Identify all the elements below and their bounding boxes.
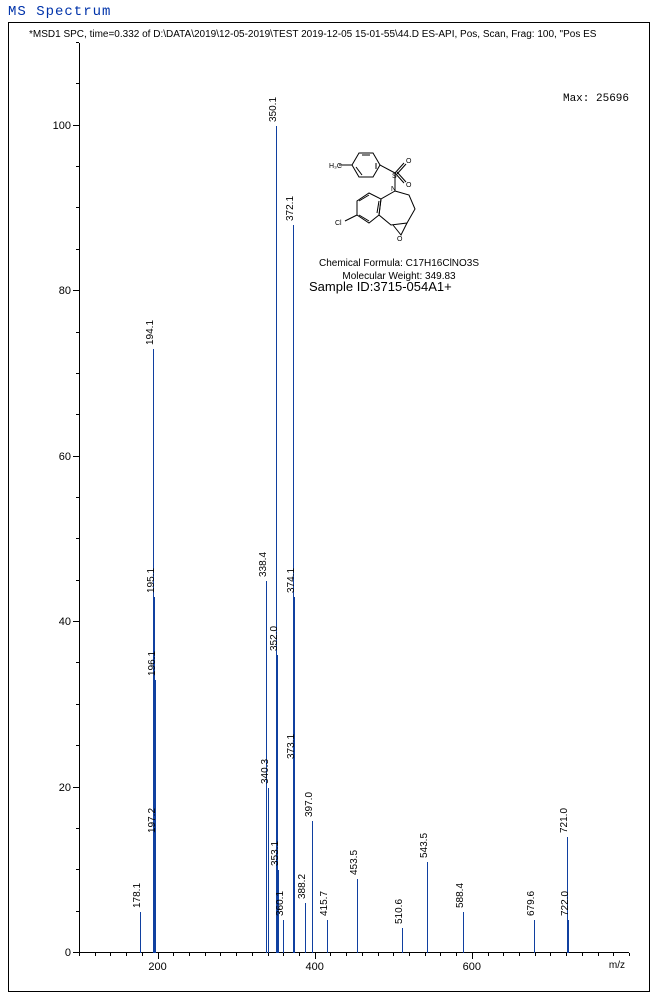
spectrum-plot: m/z 020406080100200400600178.1194.1195.1… <box>79 43 629 953</box>
spectrum-peak <box>427 862 428 953</box>
y-tick-label: 60 <box>59 451 71 463</box>
spectrum-peak <box>294 597 295 953</box>
peak-label: 350.1 <box>268 97 279 122</box>
spectrum-peak <box>534 920 535 953</box>
spectrum-peak <box>568 920 569 953</box>
peak-label: 397.0 <box>304 792 315 817</box>
x-tick-label: 200 <box>148 961 166 973</box>
y-axis <box>79 43 80 953</box>
peak-label: 510.6 <box>394 899 405 924</box>
spectrum-peak <box>268 788 269 953</box>
x-axis <box>79 952 629 953</box>
peak-label: 340.3 <box>260 759 271 784</box>
spectrum-peak <box>357 879 358 953</box>
x-tick-label: 600 <box>463 961 481 973</box>
peak-label: 194.1 <box>145 320 156 345</box>
ms-spectrum-page: MS Spectrum *MSD1 SPC, time=0.332 of D:\… <box>0 0 658 1000</box>
peak-label: 453.5 <box>349 850 360 875</box>
peak-label: 360.1 <box>275 891 286 916</box>
peak-label: 372.1 <box>285 196 296 221</box>
spectrum-peak <box>402 928 403 953</box>
chart-frame: *MSD1 SPC, time=0.332 of D:\DATA\2019\12… <box>8 22 650 992</box>
peak-label: 352.0 <box>269 626 280 651</box>
y-tick-label: 40 <box>59 616 71 628</box>
page-title: MS Spectrum <box>8 4 111 20</box>
x-axis-title: m/z <box>609 960 625 971</box>
peak-label: 353.1 <box>270 841 281 866</box>
peak-label: 195.1 <box>146 568 157 593</box>
peak-label: 588.4 <box>455 883 466 908</box>
spectrum-peak <box>283 920 284 953</box>
peak-label: 388.2 <box>297 874 308 899</box>
peak-label: 196.1 <box>147 651 158 676</box>
peak-label: 722.0 <box>560 891 571 916</box>
scan-subtitle: *MSD1 SPC, time=0.332 of D:\DATA\2019\12… <box>29 29 641 40</box>
y-tick-label: 20 <box>59 782 71 794</box>
peak-label: 178.1 <box>132 883 143 908</box>
spectrum-peak <box>312 821 313 953</box>
spectrum-peak <box>140 912 141 953</box>
peak-label: 679.6 <box>526 891 537 916</box>
spectrum-peak <box>327 920 328 953</box>
peak-label: 721.0 <box>559 808 570 833</box>
peak-label: 374.1 <box>286 568 297 593</box>
y-tick-label: 80 <box>59 285 71 297</box>
peak-label: 415.7 <box>319 891 330 916</box>
spectrum-peak <box>305 903 306 953</box>
peak-label: 338.4 <box>258 552 269 577</box>
x-tick-label: 400 <box>306 961 324 973</box>
spectrum-peak <box>155 837 156 953</box>
y-tick-label: 0 <box>65 947 71 959</box>
peak-label: 543.5 <box>419 833 430 858</box>
spectrum-peak <box>463 912 464 953</box>
y-tick-label: 100 <box>53 120 71 132</box>
peak-label: 197.2 <box>147 808 158 833</box>
